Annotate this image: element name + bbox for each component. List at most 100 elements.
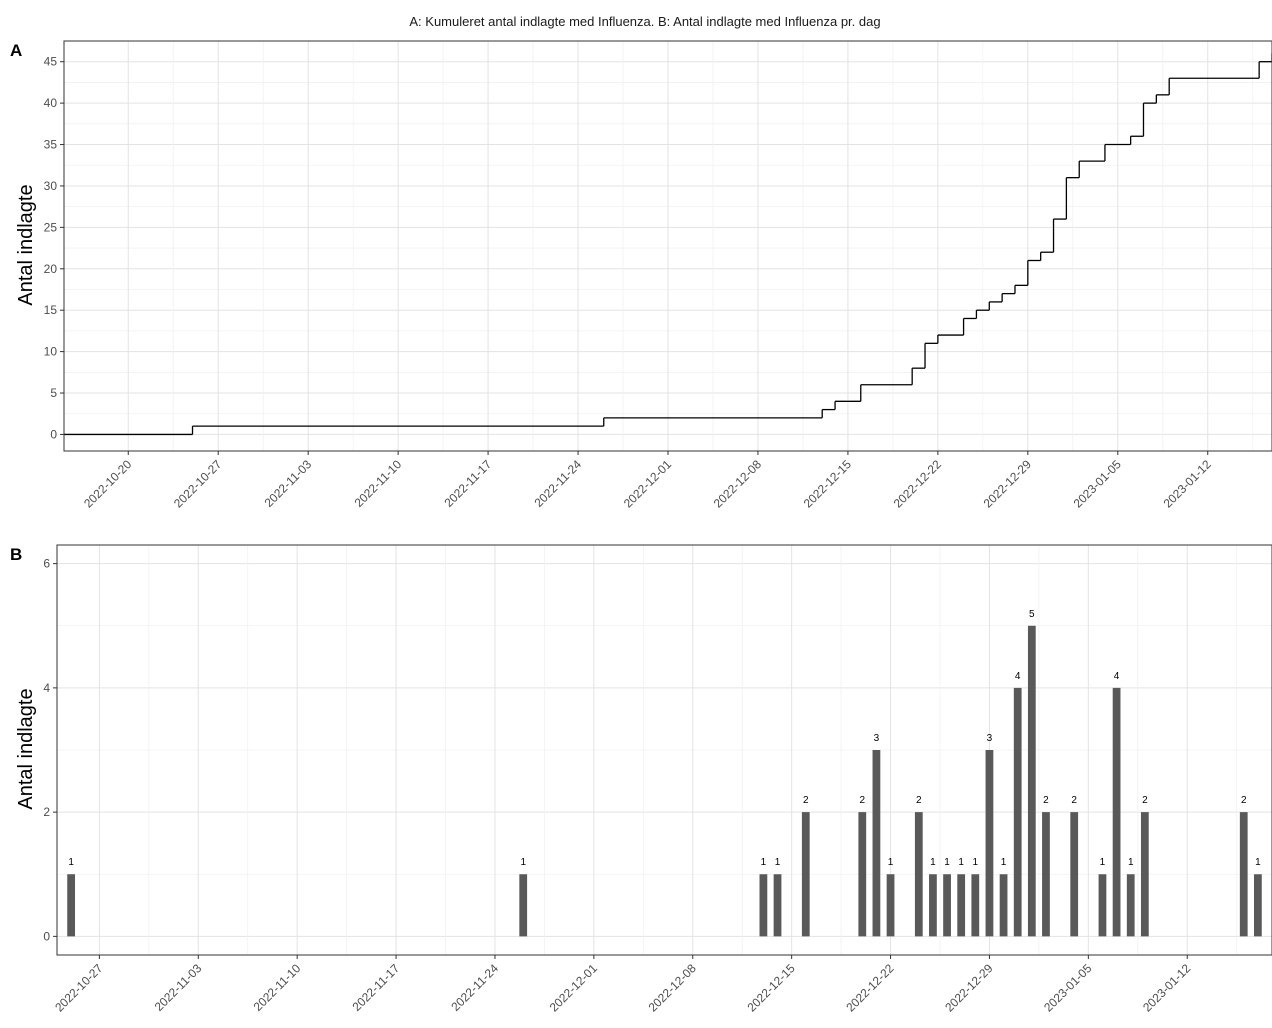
bar [1027, 625, 1036, 937]
bar-value-label: 1 [1128, 857, 1134, 868]
bar-value-label: 5 [1029, 609, 1035, 620]
bar-value-label: 1 [944, 857, 950, 868]
bar [858, 812, 867, 937]
bar-value-label: 1 [888, 857, 894, 868]
x-tick-label: 2022-11-24 [531, 457, 584, 510]
bar [1013, 687, 1022, 937]
x-tick-label: 2022-12-15 [801, 457, 855, 511]
x-tick-label: 2022-12-08 [711, 457, 765, 511]
bar [886, 874, 895, 937]
bar [872, 750, 881, 937]
y-tick-label: 25 [44, 220, 58, 234]
y-tick-label: 4 [43, 681, 50, 695]
bar-value-label: 2 [803, 795, 809, 806]
y-tick-label: 5 [50, 386, 57, 400]
bar [914, 812, 923, 937]
x-tick-label: 2022-10-20 [81, 457, 135, 511]
y-tick-label: 15 [44, 303, 58, 317]
bar-value-label: 2 [1142, 795, 1148, 806]
panel-a-x-ticks: 2022-10-20 2022-10-27 2022-11-03 2022-11-10… [81, 451, 1214, 511]
bar [929, 874, 937, 937]
bar-value-label: 2 [1043, 795, 1049, 806]
x-tick-label: 2022-12-22 [891, 457, 945, 511]
y-tick-label: 0 [43, 929, 50, 943]
bar-value-label: 1 [1100, 857, 1106, 868]
bar-value-label: 1 [1255, 857, 1261, 868]
bar [519, 874, 528, 937]
x-tick-label: 2022-11-10 [352, 457, 405, 510]
panel-a-y-ticks: 0 5 10 15 20 25 30 35 40 45 [44, 55, 64, 441]
bar-value-label: 1 [68, 857, 74, 868]
bar-value-label: 3 [987, 733, 993, 744]
y-tick-label: 30 [44, 179, 58, 193]
bar-value-label: 1 [520, 857, 526, 868]
bar-value-label: 4 [1114, 671, 1120, 682]
panel-b-grid [57, 545, 1272, 955]
figure-title: A: Kumuleret antal indlagte med Influenz… [409, 14, 880, 29]
bar-value-label: 4 [1015, 671, 1021, 682]
x-tick-label: 2022-12-08 [646, 961, 700, 1015]
x-tick-label: 2023-01-12 [1140, 961, 1194, 1015]
bar [971, 874, 980, 937]
bar [1239, 812, 1248, 937]
bar-value-label: 1 [958, 857, 964, 868]
panel-a: A Antal indlagte 0 5 10 15 20 25 30 35 40 45 2022… [10, 40, 1272, 511]
bar-value-label: 1 [930, 857, 936, 868]
bar [801, 812, 810, 937]
x-tick-label: 2022-12-01 [547, 961, 601, 1015]
bar-value-label: 1 [775, 857, 781, 868]
x-tick-label: 2022-10-27 [52, 961, 106, 1015]
bar [759, 874, 768, 937]
x-tick-label: 2022-11-24 [448, 961, 501, 1014]
panel-b-x-ticks: 2022-10-27 2022-11-03 2022-11-10 2022-11-17… [52, 955, 1194, 1015]
bar-value-label: 1 [761, 857, 767, 868]
bar-value-label: 2 [1071, 795, 1077, 806]
bar [1140, 812, 1149, 937]
y-tick-label: 6 [43, 557, 50, 571]
panel-b-frame [56, 544, 1272, 956]
bar [1126, 874, 1135, 937]
panel-b-y-axis-title: Antal indlagte [15, 688, 37, 809]
bar [943, 874, 951, 937]
bar [773, 874, 782, 937]
bar-value-label: 1 [1001, 857, 1007, 868]
bar [1253, 874, 1262, 937]
x-tick-label: 2022-10-27 [171, 457, 225, 511]
x-tick-label: 2022-11-17 [442, 457, 495, 510]
y-tick-label: 10 [44, 345, 58, 359]
x-tick-label: 2022-11-03 [152, 961, 205, 1014]
y-tick-label: 45 [44, 55, 58, 69]
bar-value-label: 2 [916, 795, 922, 806]
bar [67, 874, 76, 937]
x-tick-label: 2022-12-01 [621, 457, 675, 511]
x-tick-label: 2023-01-05 [1071, 457, 1125, 511]
panel-a-grid [64, 40, 1272, 451]
y-tick-label: 35 [44, 138, 58, 152]
y-tick-label: 20 [44, 262, 58, 276]
panel-b-tag: B [10, 545, 22, 564]
panel-a-marks [64, 53, 1272, 436]
x-tick-label: 2022-12-29 [981, 457, 1035, 511]
panel-a-tag: A [10, 41, 22, 60]
bar [1070, 812, 1079, 937]
bar [985, 750, 994, 937]
x-tick-label: 2022-12-29 [942, 961, 996, 1015]
y-tick-label: 2 [43, 805, 50, 819]
bar [1112, 687, 1121, 937]
bar-value-label: 1 [973, 857, 979, 868]
x-tick-label: 2023-01-12 [1161, 457, 1215, 511]
bar-value-label: 3 [874, 733, 880, 744]
bar-value-label: 2 [1241, 795, 1247, 806]
y-tick-label: 0 [50, 427, 57, 441]
x-tick-label: 2023-01-05 [1041, 961, 1095, 1015]
x-tick-label: 2022-11-17 [350, 961, 403, 1014]
x-tick-label: 2022-12-15 [744, 961, 798, 1015]
panel-b-y-ticks: 0 2 4 6 [43, 557, 57, 943]
bar-value-label: 2 [860, 795, 866, 806]
panel-a-y-axis-title: Antal indlagte [15, 184, 37, 305]
x-tick-label: 2022-11-10 [251, 961, 304, 1014]
